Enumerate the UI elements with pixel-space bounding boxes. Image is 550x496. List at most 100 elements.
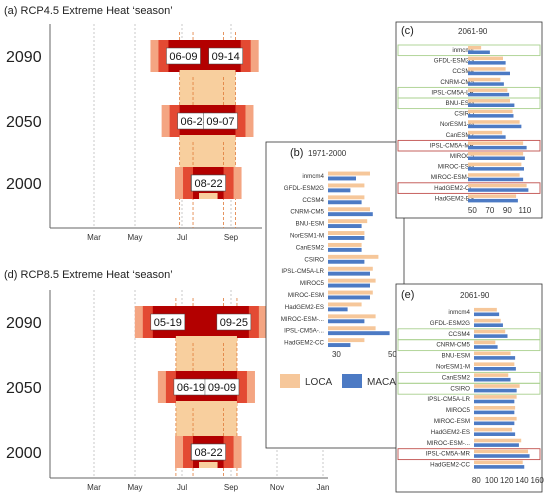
panel-title: (b) (290, 147, 303, 159)
maca-bar (474, 410, 515, 415)
model-name-label: CNRM-CM5 (290, 209, 324, 216)
model-panel-b: (b) 1971-2000 inmcm4 GFDL-ESM2G CCSM4 CNRM-CM… (265, 141, 405, 449)
maca-bar (474, 345, 498, 349)
model-name-label: GFDL-ESM2G (284, 185, 324, 192)
panel-subtitle: 2061-90 (458, 27, 488, 36)
maca-bar (468, 92, 510, 97)
maca-bar (468, 50, 490, 54)
loca-bar (474, 460, 523, 465)
loca-bar (328, 195, 365, 200)
season-bar-gap (179, 135, 236, 141)
model-name-label: MIROC-ESM (288, 292, 324, 299)
row-year-label: 2050 (6, 114, 42, 131)
panel-subtitle: 2061-90 (460, 291, 490, 300)
loca-bar (468, 141, 524, 145)
model-name-label: MIROC-ESM (438, 164, 474, 171)
season-bar-gap (199, 193, 218, 199)
x-tick-label: 120 (500, 476, 514, 485)
maca-bar (328, 283, 370, 288)
maca-bar (474, 443, 519, 447)
model-name-label: CanESM2 (446, 132, 475, 139)
loca-bar (474, 395, 517, 399)
model-name-label: CSIRO (450, 385, 470, 392)
loca-bar (468, 109, 513, 114)
onset-label-box (166, 47, 201, 65)
model-name-label: MIROC-ESM (434, 418, 470, 425)
maca-bar (328, 200, 362, 205)
loca-bar (328, 207, 370, 212)
end-label-box (203, 112, 238, 130)
maca-bar (474, 388, 517, 393)
end-date-label: 09-09 (208, 382, 236, 394)
x-tick-label: 90 (503, 206, 512, 215)
end-label-box (208, 47, 243, 65)
maca-bar (328, 212, 373, 217)
loca-bar (328, 326, 376, 331)
panel-title: (a) RCP4.5 Extreme Heat ‘season’ (4, 5, 173, 17)
loca-bar (328, 242, 362, 247)
x-tick-label: 50 (468, 206, 477, 215)
x-tick-label: Mar (87, 233, 101, 242)
maca-bar (474, 356, 516, 360)
x-tick-label: 50 (388, 350, 397, 359)
maca-bar (328, 331, 390, 336)
model-name-label: CCSM4 (302, 197, 324, 204)
season-panel-a: (a) RCP4.5 Extreme Heat ‘season’ Mar May Ju… (4, 5, 262, 242)
loca-bar (474, 427, 513, 432)
onset-date-label: 06-09 (169, 51, 197, 63)
highlight-box-green (397, 339, 541, 352)
model-name-label: CCSM4 (452, 68, 474, 75)
model-name-label: CNRM-CM5 (440, 79, 474, 86)
model-name-label: inmcm4 (452, 47, 474, 54)
loca-bar (468, 88, 508, 92)
onset-date-label: 05-19 (154, 317, 182, 329)
highlight-box-green (397, 97, 541, 110)
season-bar-gap (175, 401, 237, 407)
model-name-label: NorESM1-M (290, 233, 324, 240)
loca-bar (474, 406, 516, 410)
model-name-label: HadGEM2-ES (431, 429, 470, 436)
loca-bar (328, 302, 362, 307)
x-tick-label: Mar (87, 483, 101, 492)
x-tick-label: Sep (224, 233, 239, 242)
x-tick-label: Jul (177, 483, 187, 492)
maca-bar (474, 312, 500, 317)
row-year-label: 2000 (6, 176, 42, 193)
maca-bar (328, 247, 362, 252)
season-bar-gap (179, 70, 236, 76)
season-panel-d: (d) RCP8.5 Extreme Heat ‘season’ Mar May Ju… (4, 269, 329, 492)
end-label-box (191, 443, 226, 461)
loca-bar (474, 384, 520, 388)
end-date-label: 09-25 (220, 317, 248, 329)
legend-label-maca: MACA (367, 377, 396, 388)
maca-bar (468, 82, 504, 86)
maca-bar (474, 454, 530, 458)
legend-label-loca: LOCA (305, 377, 333, 388)
maca-bar (328, 295, 370, 300)
model-name-label: CCSM4 (448, 331, 470, 338)
loca-bar (474, 416, 517, 421)
row-year-label: 2000 (6, 445, 42, 462)
maca-bar (468, 177, 524, 182)
loca-bar (468, 120, 520, 124)
panel-title: (e) (401, 289, 414, 301)
end-date-label: 08-22 (194, 178, 222, 190)
loca-bar (474, 340, 496, 345)
maca-bar (474, 367, 516, 371)
legend-swatch-maca (342, 374, 362, 388)
model-name-label: GFDL-ESM2G (434, 58, 474, 65)
x-tick-label: May (127, 233, 142, 242)
row-year-label: 2090 (6, 315, 42, 332)
highlight-box-red (397, 139, 541, 152)
maca-bar (468, 145, 527, 150)
end-label-box (191, 174, 226, 192)
loca-bar (328, 266, 373, 271)
model-name-label: MIROC-ESM-... (281, 316, 325, 323)
loca-bar (328, 219, 368, 224)
x-tick-label: 140 (515, 476, 529, 485)
model-name-label: BNU-ESM (441, 353, 470, 360)
model-name-label: CanESM2 (442, 374, 471, 381)
model-name-label: MIROC-ESM-... (427, 440, 471, 447)
maca-bar (328, 259, 365, 264)
highlight-box-green (397, 44, 541, 57)
